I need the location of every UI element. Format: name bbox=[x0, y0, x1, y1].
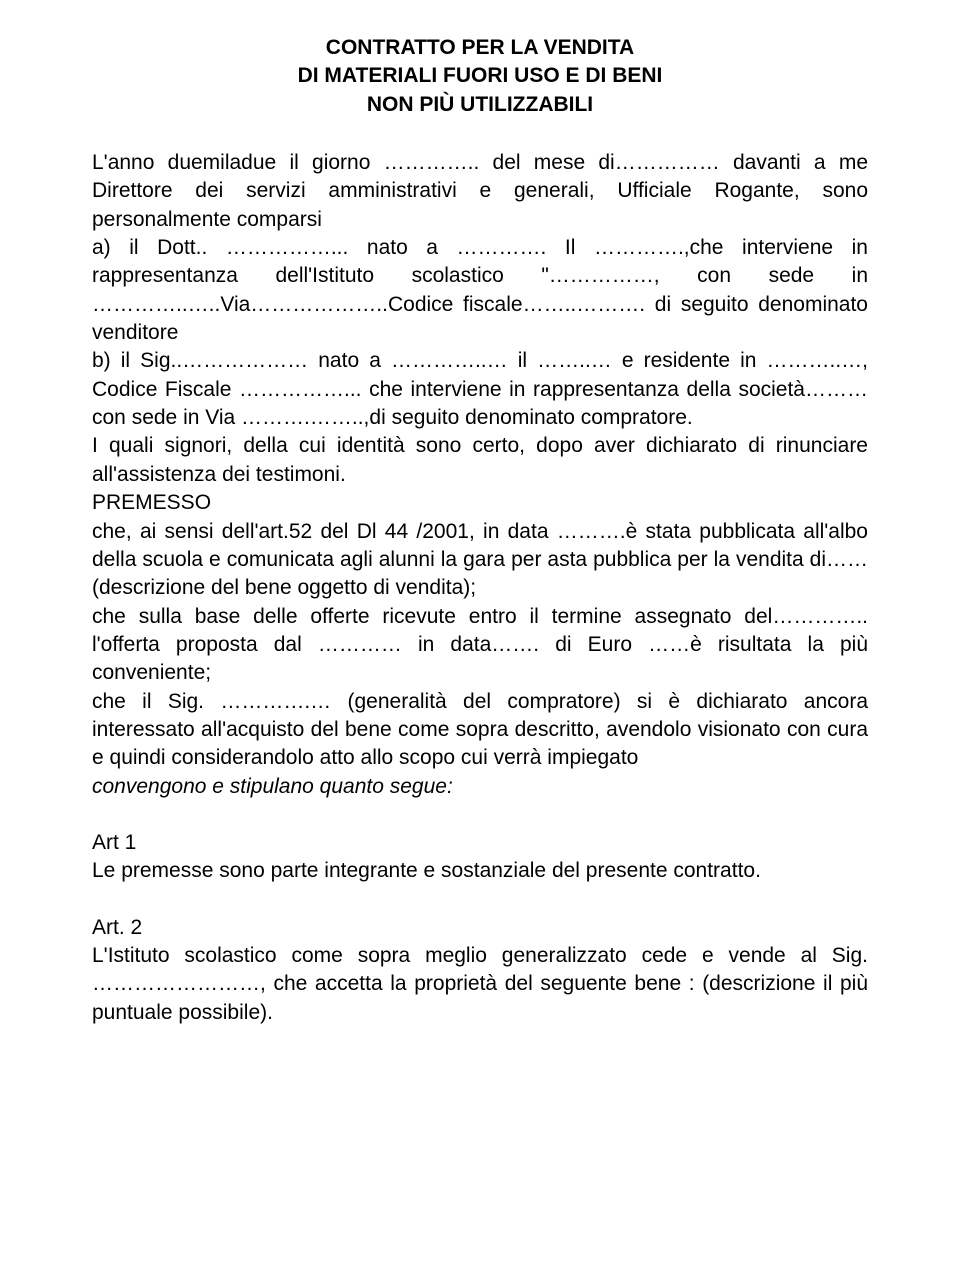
paragraph-b: b) il Sig..……………… nato a …………..… il ……..… bbox=[92, 347, 868, 432]
paragraph-identity: I quali signori, della cui identità sono… bbox=[92, 432, 868, 489]
paragraph-clause-1: che, ai sensi dell'art.52 del Dl 44 /200… bbox=[92, 518, 868, 603]
article-1-body: Le premesse sono parte integrante e sost… bbox=[92, 857, 868, 885]
title-line-3: NON PIÙ UTILIZZABILI bbox=[92, 91, 868, 119]
paragraph-clause-3: che il Sig. ………….… (generalità del compr… bbox=[92, 688, 868, 773]
article-2-body: L'Istituto scolastico come sopra meglio … bbox=[92, 942, 868, 1027]
paragraph-premesso: PREMESSO bbox=[92, 489, 868, 517]
document-title: CONTRATTO PER LA VENDITA DI MATERIALI FU… bbox=[92, 34, 868, 119]
document-body: L'anno duemiladue il giorno ………….. del m… bbox=[92, 149, 868, 1027]
title-line-1: CONTRATTO PER LA VENDITA bbox=[92, 34, 868, 62]
paragraph-a: a) il Dott.. ……………... nato a …………. Il ……… bbox=[92, 234, 868, 347]
paragraph-clause-2: che sulla base delle offerte ricevute en… bbox=[92, 603, 868, 688]
article-1-heading: Art 1 bbox=[92, 829, 868, 857]
spacer bbox=[92, 801, 868, 829]
article-2-heading: Art. 2 bbox=[92, 914, 868, 942]
spacer bbox=[92, 886, 868, 914]
paragraph-intro: L'anno duemiladue il giorno ………….. del m… bbox=[92, 149, 868, 234]
title-line-2: DI MATERIALI FUORI USO E DI BENI bbox=[92, 62, 868, 90]
paragraph-convengono: convengono e stipulano quanto segue: bbox=[92, 773, 868, 801]
